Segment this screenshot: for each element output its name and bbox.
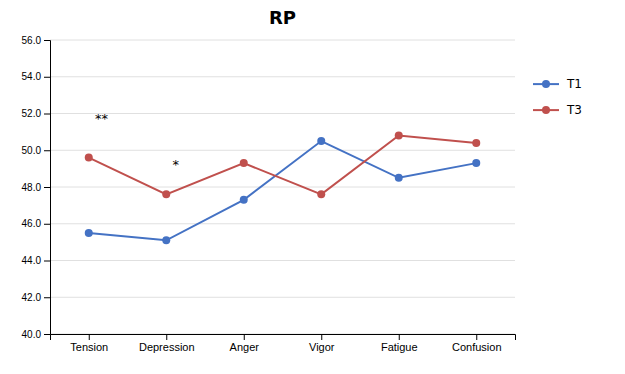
x-tick-label: Fatigue	[381, 341, 418, 353]
y-tick: 48.0	[22, 182, 50, 193]
legend-item: T1	[533, 77, 582, 91]
x-tick-mark	[476, 334, 477, 340]
x-tick: Anger	[230, 334, 260, 353]
y-tick-mark	[44, 40, 50, 41]
point	[162, 190, 170, 198]
point	[395, 174, 403, 182]
x-tick: Fatigue	[381, 334, 418, 353]
title: RP	[269, 7, 296, 28]
annotation: *	[172, 157, 179, 172]
x-tick-mark	[244, 334, 245, 340]
grid-line	[50, 297, 515, 298]
y-tick-label: 50.0	[22, 145, 42, 156]
grid-line	[50, 187, 515, 188]
x-tick: Depression	[139, 334, 195, 353]
x-tick-label: Depression	[139, 341, 195, 353]
y-tick-mark	[44, 150, 50, 151]
point	[317, 190, 325, 198]
point	[317, 137, 325, 145]
x-axis-line	[51, 335, 516, 341]
x-tick-label: Tension	[70, 341, 108, 353]
series-group	[85, 132, 481, 245]
plot: 40.0 42.0 44.0 46.0 48.0 50.0 52.0 54.0 56.0 Tens…	[22, 35, 516, 353]
point	[472, 139, 480, 147]
y-tick-label: 48.0	[22, 182, 42, 193]
legend-marker	[542, 80, 550, 88]
x-tick: Vigor	[309, 334, 335, 353]
x-tick-label: Vigor	[309, 341, 335, 353]
point	[395, 132, 403, 140]
chart: 40.0 42.0 44.0 46.0 48.0 50.0 52.0 54.0 56.0 Tens…	[0, 0, 625, 374]
y-tick: 42.0	[22, 292, 50, 303]
annotation: **	[95, 111, 109, 126]
x-tick-label: Confusion	[452, 341, 502, 353]
line	[89, 141, 477, 240]
point	[240, 159, 248, 167]
y-tick-mark	[44, 297, 50, 298]
y-tick: 46.0	[22, 218, 50, 229]
y-tick: 44.0	[22, 255, 50, 266]
point	[162, 236, 170, 244]
y-tick-label: 42.0	[22, 292, 42, 303]
grid-line	[50, 260, 515, 261]
legend: T1 T3	[533, 77, 582, 117]
y-axis-line	[44, 41, 51, 335]
point	[240, 196, 248, 204]
point	[472, 159, 480, 167]
y-tick-label: 44.0	[22, 255, 42, 266]
legend-marker	[542, 106, 550, 114]
annotations: ***	[95, 111, 180, 172]
y-axis: 40.0 42.0 44.0 46.0 48.0 50.0 52.0 54.0 56.0	[22, 35, 51, 340]
x-tick-label: Anger	[230, 341, 260, 353]
y-tick: 54.0	[22, 71, 50, 82]
series	[85, 137, 481, 244]
legend-item: T3	[533, 103, 582, 117]
point	[85, 229, 93, 237]
x-axis: Tension Depression Anger Vigor Fatigue Confus…	[51, 334, 516, 353]
y-tick-label: 52.0	[22, 108, 42, 119]
y-tick-mark	[44, 77, 50, 78]
grid-line	[50, 76, 515, 77]
grid	[50, 40, 515, 334]
y-tick-mark	[44, 224, 50, 225]
y-tick: 52.0	[22, 108, 50, 119]
y-tick-label: 46.0	[22, 218, 42, 229]
x-tick-mark	[321, 334, 322, 340]
legend-label: T1	[566, 77, 582, 91]
point	[85, 154, 93, 162]
y-tick: 56.0	[22, 35, 50, 46]
legend-label: T3	[566, 103, 582, 117]
x-tick: Confusion	[452, 334, 502, 353]
y-tick-mark	[44, 114, 50, 115]
y-tick-mark	[44, 334, 50, 335]
y-tick-mark	[44, 187, 50, 188]
x-tick-mark	[399, 334, 400, 340]
y-tick-label: 56.0	[22, 35, 42, 46]
grid-line	[50, 40, 515, 41]
x-tick: Tension	[70, 334, 108, 353]
x-tick-mark	[89, 334, 90, 340]
grid-line	[50, 150, 515, 151]
y-tick-label: 40.0	[22, 329, 42, 340]
y-tick-mark	[44, 261, 50, 262]
y-tick: 50.0	[22, 145, 50, 156]
grid-line	[50, 223, 515, 224]
series	[85, 132, 481, 199]
line	[89, 136, 477, 195]
grid-line	[50, 113, 515, 114]
x-tick-mark	[166, 334, 167, 340]
y-tick: 40.0	[22, 329, 50, 340]
y-tick-label: 54.0	[22, 71, 42, 82]
